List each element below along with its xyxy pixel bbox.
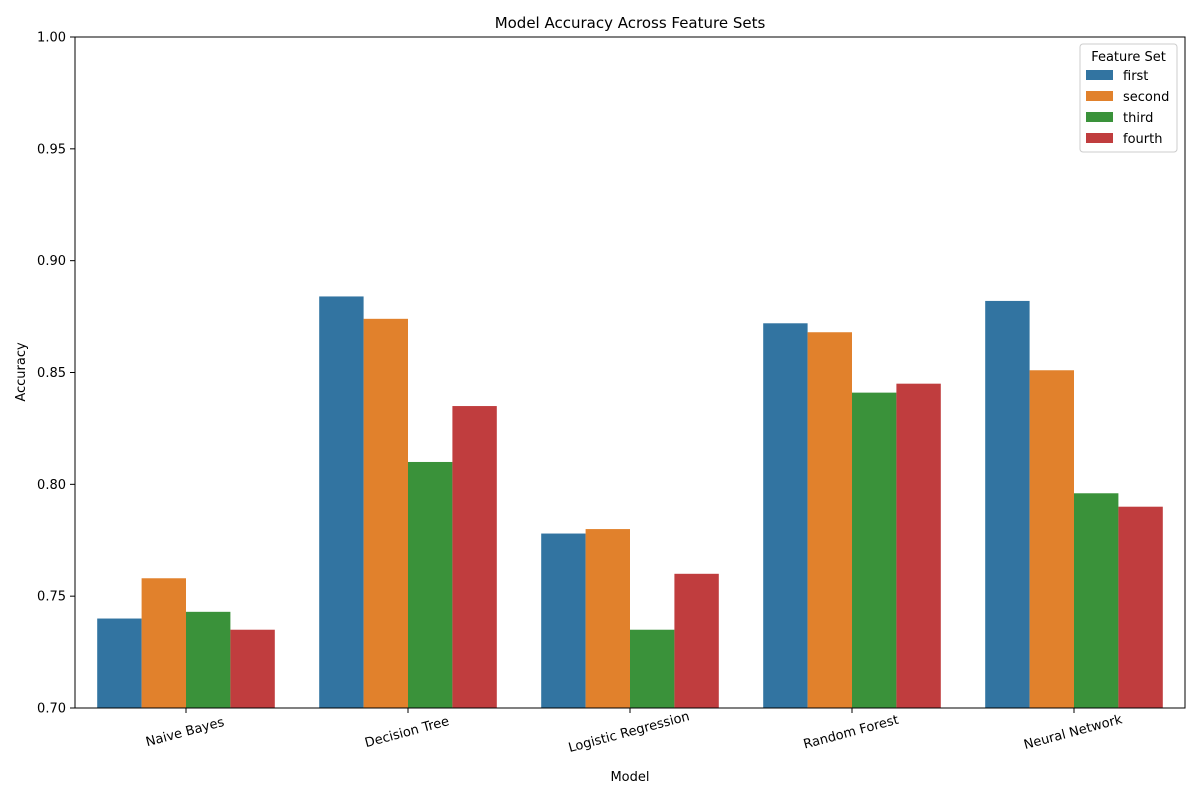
legend-label-first: first: [1123, 69, 1148, 84]
bars-layer: [97, 296, 1163, 708]
bar-fourth-neural-network: [1118, 506, 1163, 708]
legend-title: Feature Set: [1091, 50, 1166, 65]
x-tick-label: Decision Tree: [363, 714, 451, 751]
x-tick-label: Random Forest: [802, 713, 900, 753]
bar-fourth-random-forest: [896, 383, 941, 708]
bar-first-naive-bayes: [97, 618, 142, 708]
y-tick-label: 0.95: [37, 142, 66, 157]
chart-title: Model Accuracy Across Feature Sets: [495, 14, 766, 32]
bar-second-random-forest: [807, 332, 852, 708]
y-tick-label: 0.70: [37, 702, 66, 717]
legend-swatch-third: [1086, 112, 1113, 122]
x-tick-label: Logistic Regression: [567, 709, 691, 756]
legend-label-fourth: fourth: [1123, 132, 1162, 147]
legend-label-third: third: [1123, 111, 1153, 126]
bar-second-neural-network: [1029, 370, 1074, 708]
y-tick-label: 1.00: [37, 31, 66, 46]
y-tick-label: 0.85: [37, 366, 66, 381]
y-axis-label: Accuracy: [14, 342, 29, 402]
bar-second-decision-tree: [363, 318, 408, 708]
bar-second-logistic-regression: [585, 529, 630, 708]
bar-first-logistic-regression: [541, 533, 586, 708]
bar-fourth-decision-tree: [452, 406, 497, 708]
bar-third-random-forest: [852, 392, 897, 708]
legend-label-second: second: [1123, 90, 1169, 105]
bar-first-neural-network: [985, 300, 1030, 708]
bar-third-decision-tree: [408, 461, 453, 708]
bar-third-neural-network: [1074, 493, 1119, 708]
bar-fourth-logistic-regression: [674, 573, 719, 708]
x-tick-label: Neural Network: [1022, 712, 1124, 753]
bar-third-logistic-regression: [630, 629, 675, 708]
legend: Feature Set first second third fourth: [1079, 43, 1178, 153]
bar-first-decision-tree: [319, 296, 364, 708]
bar-first-random-forest: [763, 323, 808, 708]
bar-fourth-naive-bayes: [230, 629, 275, 708]
bar-second-naive-bayes: [141, 578, 186, 708]
y-tick-label: 0.75: [37, 590, 66, 605]
y-tick-label: 0.90: [37, 254, 66, 269]
x-tick-label: Naive Bayes: [144, 715, 226, 750]
legend-swatch-first: [1086, 70, 1113, 80]
legend-swatch-second: [1086, 91, 1113, 101]
x-axis-label: Model: [610, 770, 649, 785]
y-tick-label: 0.80: [37, 478, 66, 493]
legend-swatch-fourth: [1086, 133, 1113, 143]
bar-third-naive-bayes: [186, 611, 231, 708]
